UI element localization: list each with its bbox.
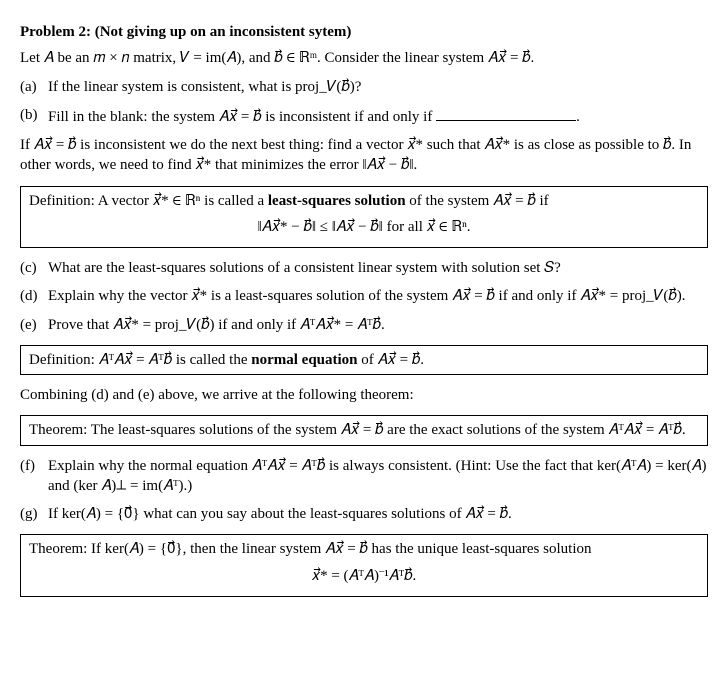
definition-normal-eq: Definition: 𝐴ᵀ𝐴𝑥⃗ = 𝐴ᵀ𝑏⃗ is called the n… bbox=[20, 345, 708, 375]
problem-title: (Not giving up on an inconsistent sytem) bbox=[95, 24, 352, 40]
part-g-text: If ker(𝐴) = {0⃗} what can you say about … bbox=[48, 504, 708, 524]
thm2-eqn: 𝑥⃗* = (𝐴ᵀ𝐴)⁻¹𝐴ᵀ𝑏⃗. bbox=[29, 566, 699, 586]
fill-blank bbox=[436, 105, 576, 121]
part-g-label: (g) bbox=[20, 504, 48, 524]
part-c: (c) What are the least-squares solutions… bbox=[20, 258, 708, 278]
part-e-text: Prove that 𝐴𝑥⃗* = proj_𝑉(𝑏⃗) if and only… bbox=[48, 315, 708, 335]
def1-tail: of the system 𝐴𝑥⃗ = 𝑏⃗ if bbox=[406, 193, 549, 209]
part-d-text: Explain why the vector 𝑥⃗* is a least-sq… bbox=[48, 286, 708, 306]
thm2-text: Theorem: If ker(𝐴) = {0⃗}, then the line… bbox=[29, 539, 699, 559]
intro-text: Let 𝐴 be an 𝑚 × 𝑛 matrix, 𝑉 = im(𝐴), and… bbox=[20, 48, 708, 68]
def2-term: normal equation bbox=[251, 352, 357, 368]
part-e: (e) Prove that 𝐴𝑥⃗* = proj_𝑉(𝑏⃗) if and … bbox=[20, 315, 708, 335]
problem-header: Problem 2: (Not giving up on an inconsis… bbox=[20, 22, 708, 42]
def1-lead: Definition: A vector 𝑥⃗* ∈ ℝⁿ is called … bbox=[29, 193, 268, 209]
part-d: (d) Explain why the vector 𝑥⃗* is a leas… bbox=[20, 286, 708, 306]
part-b-post: . bbox=[576, 109, 580, 125]
def1-term: least-squares solution bbox=[268, 193, 406, 209]
theorem-unique-lsq: Theorem: If ker(𝐴) = {0⃗}, then the line… bbox=[20, 534, 708, 597]
part-c-text: What are the least-squares solutions of … bbox=[48, 258, 708, 278]
part-b-follow: If 𝐴𝑥⃗ = 𝑏⃗ is inconsistent we do the ne… bbox=[20, 135, 708, 176]
def1-eqn: ‖𝐴𝑥⃗* − 𝑏⃗‖ ≤ ‖𝐴𝑥⃗ − 𝑏⃗‖ for all 𝑥⃗ ∈ ℝⁿ… bbox=[29, 217, 699, 237]
part-b-pre: Fill in the blank: the system 𝐴𝑥⃗ = 𝑏⃗ i… bbox=[48, 109, 436, 125]
part-c-label: (c) bbox=[20, 258, 48, 278]
part-e-label: (e) bbox=[20, 315, 48, 335]
def2-tail: of 𝐴𝑥⃗ = 𝑏⃗. bbox=[358, 352, 424, 368]
part-f: (f) Explain why the normal equation 𝐴ᵀ𝐴𝑥… bbox=[20, 456, 708, 497]
part-g: (g) If ker(𝐴) = {0⃗} what can you say ab… bbox=[20, 504, 708, 524]
def2-lead: Definition: 𝐴ᵀ𝐴𝑥⃗ = 𝐴ᵀ𝑏⃗ is called the bbox=[29, 352, 251, 368]
part-a-text: If the linear system is consistent, what… bbox=[48, 77, 708, 97]
part-a: (a) If the linear system is consistent, … bbox=[20, 77, 708, 97]
part-b: (b) Fill in the blank: the system 𝐴𝑥⃗ = … bbox=[20, 105, 708, 127]
part-b-body: Fill in the blank: the system 𝐴𝑥⃗ = 𝑏⃗ i… bbox=[48, 105, 708, 127]
part-f-text: Explain why the normal equation 𝐴ᵀ𝐴𝑥⃗ = … bbox=[48, 456, 708, 497]
problem-label: Problem 2: bbox=[20, 24, 91, 40]
part-d-label: (d) bbox=[20, 286, 48, 306]
theorem-lsq-solutions: Theorem: The least-squares solutions of … bbox=[20, 415, 708, 445]
definition-lsq: Definition: A vector 𝑥⃗* ∈ ℝⁿ is called … bbox=[20, 186, 708, 249]
combine-text: Combining (d) and (e) above, we arrive a… bbox=[20, 385, 708, 405]
part-b-label: (b) bbox=[20, 105, 48, 127]
part-a-label: (a) bbox=[20, 77, 48, 97]
part-f-label: (f) bbox=[20, 456, 48, 497]
